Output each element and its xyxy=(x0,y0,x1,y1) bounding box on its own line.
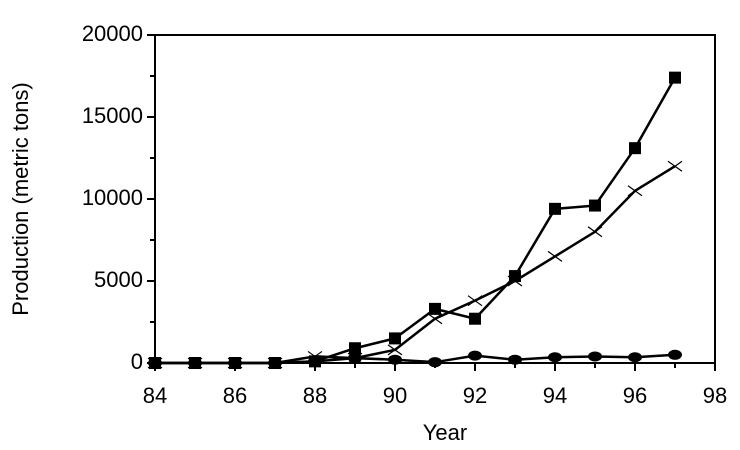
point xyxy=(348,353,362,364)
point xyxy=(589,199,601,212)
point xyxy=(548,352,562,363)
point xyxy=(387,344,403,356)
y-tick-label: 0 xyxy=(131,349,143,374)
y-axis-label: Production (metric tons) xyxy=(8,82,33,316)
point xyxy=(587,226,603,238)
point xyxy=(467,295,483,307)
y-tick-label: 15000 xyxy=(82,103,143,128)
point xyxy=(389,332,401,345)
point xyxy=(469,312,481,325)
y-tick-label: 20000 xyxy=(82,21,143,46)
x-tick-label: 84 xyxy=(143,383,167,408)
series-line xyxy=(155,77,677,365)
point xyxy=(228,358,242,368)
x-tick-label: 88 xyxy=(303,383,327,408)
point xyxy=(427,313,443,325)
x-tick-label: 98 xyxy=(703,383,727,408)
point xyxy=(508,354,522,365)
x-tick-label: 92 xyxy=(463,383,487,408)
point xyxy=(428,357,442,368)
y-tick-label: 5000 xyxy=(94,267,143,292)
series-line xyxy=(155,165,676,365)
point xyxy=(628,352,642,363)
y-tick-label: 10000 xyxy=(82,185,143,210)
point xyxy=(148,358,162,368)
x-tick-label: 86 xyxy=(223,383,247,408)
point xyxy=(507,275,523,287)
point xyxy=(468,350,482,361)
point xyxy=(188,358,202,368)
point xyxy=(388,354,402,365)
point xyxy=(268,358,282,368)
x-tick-label: 96 xyxy=(623,383,647,408)
point xyxy=(629,142,641,155)
point xyxy=(667,160,683,172)
point xyxy=(627,185,643,197)
point xyxy=(588,351,602,362)
point xyxy=(349,342,361,355)
x-axis-label: Year xyxy=(423,420,467,445)
point xyxy=(547,250,563,262)
point xyxy=(308,356,322,367)
x-tick-label: 90 xyxy=(383,383,407,408)
point xyxy=(429,302,441,315)
x-tick-label: 94 xyxy=(543,383,567,408)
point xyxy=(549,202,561,215)
point xyxy=(669,71,681,84)
point xyxy=(668,349,682,360)
